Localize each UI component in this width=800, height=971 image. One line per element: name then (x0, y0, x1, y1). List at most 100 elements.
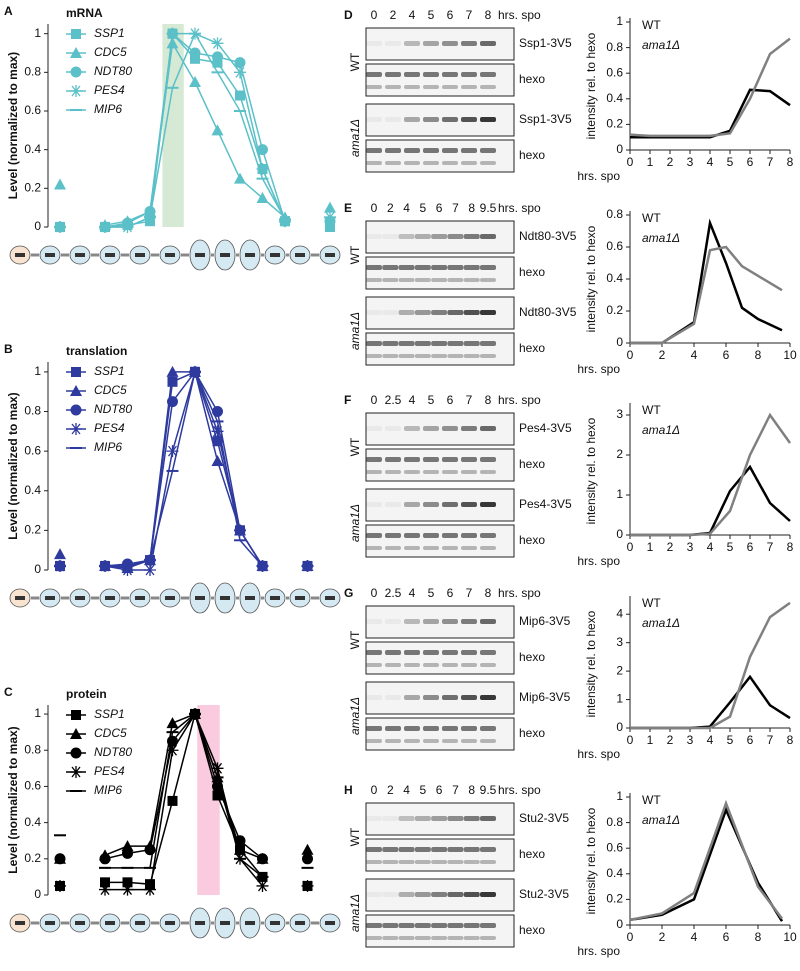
x-tick-label: 6 (747, 155, 754, 169)
blot-band (366, 265, 382, 270)
cartoon-chromatin (75, 596, 85, 600)
blot-row-label: hexo (519, 847, 545, 861)
blot-band (447, 234, 464, 239)
blot-band (423, 457, 439, 462)
y-axis-label: Level (normalized to max) (6, 52, 20, 199)
y-tick-label: 0.4 (606, 91, 623, 105)
y-tick-label: 0.6 (606, 239, 623, 253)
blot-band (480, 426, 496, 431)
blot-band (461, 85, 477, 89)
blot-band (442, 41, 458, 46)
blot-band (463, 310, 480, 315)
x-tick-label: 6 (747, 733, 754, 747)
legend-label: CDC5 (94, 726, 127, 740)
blot-band (385, 650, 401, 655)
blot-band (480, 72, 496, 77)
blot-band (442, 457, 458, 462)
x-tick-label: 7 (767, 733, 774, 747)
blot-band (423, 502, 439, 507)
legend-label: ama1Δ (642, 616, 680, 630)
marker (212, 790, 223, 801)
blot-band (404, 148, 420, 153)
cartoon-chromatin (295, 253, 305, 257)
lane-label: 6 (436, 201, 443, 215)
marker (122, 877, 133, 888)
cartoon-chromatin (295, 921, 305, 925)
blot-band (366, 234, 382, 239)
marker (99, 883, 111, 896)
y-tick-label: 0.8 (606, 40, 623, 54)
blot-band (480, 278, 496, 282)
marker (166, 744, 179, 757)
marker (325, 222, 335, 232)
lane-label: 6 (447, 8, 454, 22)
cartoon-chromatin (325, 253, 335, 257)
genotype-label: WT (348, 630, 362, 649)
marker (211, 37, 224, 50)
blot-band (461, 726, 477, 731)
blot-band (431, 816, 448, 821)
blot-band (447, 892, 464, 897)
cartoon-chromatin (15, 921, 25, 925)
lane-label: 5 (420, 201, 427, 215)
lane-label: 4 (409, 393, 416, 407)
blot-band (366, 650, 382, 655)
blot-band (385, 85, 401, 89)
y-axis-label: intensity rel. to hexo (584, 417, 598, 524)
genotype-label: ama1Δ (348, 504, 362, 542)
blot-band (463, 278, 480, 282)
blot-band (366, 923, 382, 928)
blot-band (398, 354, 415, 358)
legend-label: WT (642, 211, 661, 225)
x-tick-label: 0 (627, 540, 634, 554)
series-line (630, 674, 791, 730)
blot-row-label: hexo (519, 923, 545, 937)
blot-band (463, 816, 480, 821)
blot-band (480, 354, 496, 358)
lane-label: 5 (428, 8, 435, 22)
blot-row-label: hexo (519, 341, 545, 355)
y-tick-label: 0.2 (606, 892, 623, 906)
blot-band (480, 619, 496, 624)
blot-band (461, 72, 477, 77)
blot-band (423, 533, 439, 538)
marker (279, 215, 291, 228)
marker (256, 879, 269, 892)
blot-band (423, 546, 439, 550)
blot-band (461, 426, 477, 431)
blot-band (414, 354, 431, 358)
legend-label: PES4 (94, 83, 125, 97)
cartoon-chromatin (325, 921, 335, 925)
blot-band (442, 117, 458, 122)
blot-band (447, 936, 464, 940)
legend-label: MIP6 (94, 440, 122, 454)
marker (167, 396, 178, 408)
cartoon-chromatin (270, 596, 280, 600)
marker (100, 877, 110, 888)
legend-title: translation (66, 344, 127, 358)
blot-band (385, 726, 401, 731)
blot-band (366, 663, 382, 667)
blot-band (480, 502, 496, 507)
series-line (630, 245, 783, 345)
y-tick-label: 2 (616, 663, 623, 677)
blot-band (414, 936, 431, 940)
blot-band (414, 892, 431, 897)
blot-band (398, 923, 415, 928)
blot-band (442, 726, 458, 731)
blot-band (404, 426, 420, 431)
blot-row-label: hexo (519, 265, 545, 279)
blot-band (423, 619, 439, 624)
y-tick-label: 0 (34, 562, 41, 576)
x-axis-label: hrs. spo (577, 169, 620, 183)
genotype-label: WT (348, 437, 362, 456)
x-tick-label: 4 (707, 733, 714, 747)
x-tick-label: 2 (659, 930, 666, 944)
lane-label: 2 (387, 201, 394, 215)
marker (144, 564, 156, 576)
blot-band (404, 72, 420, 77)
blot-band (382, 234, 399, 239)
marker (234, 835, 246, 847)
marker (190, 53, 200, 64)
blot-band (398, 341, 415, 346)
